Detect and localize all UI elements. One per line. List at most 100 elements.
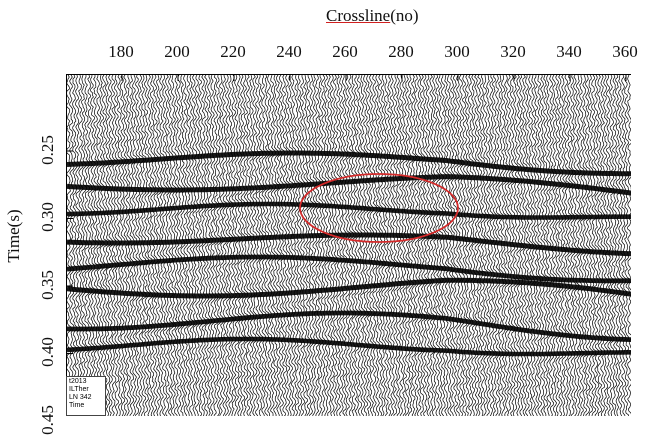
wiggle-trace bbox=[339, 75, 345, 416]
wiggle-trace bbox=[225, 75, 231, 416]
wiggle-trace bbox=[420, 75, 426, 416]
wiggle-trace bbox=[141, 75, 147, 416]
wiggle-trace bbox=[354, 75, 361, 416]
wiggle-trace bbox=[462, 75, 468, 416]
x-tick-label: 240 bbox=[276, 42, 302, 61]
wiggle-trace bbox=[78, 75, 84, 416]
wiggle-trace bbox=[99, 75, 105, 416]
wiggle-trace bbox=[201, 75, 207, 416]
highlight-ellipse bbox=[299, 173, 459, 243]
wiggle-trace bbox=[453, 75, 460, 416]
wiggle-trace bbox=[333, 75, 339, 416]
wiggle-trace bbox=[165, 75, 171, 416]
wiggle-trace bbox=[345, 75, 351, 416]
trace-group bbox=[67, 75, 631, 416]
wiggle-trace bbox=[273, 75, 279, 416]
wiggle-trace bbox=[492, 75, 498, 416]
wiggle-trace bbox=[126, 75, 132, 416]
wiggle-trace bbox=[342, 75, 348, 416]
wiggle-trace bbox=[444, 75, 450, 416]
wiggle-trace bbox=[210, 75, 216, 416]
wiggle-trace bbox=[477, 75, 484, 416]
wiggle-trace bbox=[609, 75, 615, 416]
wiggle-trace bbox=[465, 75, 471, 416]
wiggle-trace bbox=[627, 75, 631, 415]
wiggle-trace bbox=[309, 75, 315, 416]
wiggle-trace bbox=[279, 75, 285, 416]
wiggle-trace bbox=[447, 75, 453, 416]
wiggle-trace bbox=[459, 75, 465, 416]
wiggle-trace bbox=[189, 75, 195, 416]
wiggle-trace bbox=[402, 75, 408, 416]
x-tick-label: 340 bbox=[556, 42, 582, 61]
wiggle-trace bbox=[291, 75, 297, 416]
wiggle-trace bbox=[237, 75, 243, 416]
wiggle-trace bbox=[171, 75, 177, 416]
y-tick-label: 0.40 bbox=[38, 337, 57, 367]
wiggle-trace bbox=[216, 75, 222, 416]
wiggle-trace bbox=[438, 75, 444, 416]
info-line: t2013 bbox=[69, 378, 87, 385]
wiggle-trace bbox=[162, 75, 168, 416]
wiggle-trace bbox=[282, 75, 288, 416]
x-axis-title-main: Crossline bbox=[326, 6, 391, 25]
wiggle-trace bbox=[327, 75, 333, 416]
wiggle-trace bbox=[417, 75, 423, 416]
wiggle-trace bbox=[429, 75, 435, 416]
wiggle-trace bbox=[186, 75, 192, 416]
wiggle-trace bbox=[435, 75, 442, 416]
wiggle-trace bbox=[72, 75, 78, 416]
wiggle-trace bbox=[399, 75, 405, 416]
wiggle-trace bbox=[486, 75, 492, 416]
wiggle-trace bbox=[219, 75, 225, 416]
info-label-box: t2013 ILTher LN 342 Time bbox=[66, 376, 106, 416]
wiggle-trace bbox=[564, 75, 571, 416]
y-axis-title: Time(s) bbox=[4, 209, 23, 263]
reflector-band bbox=[67, 201, 631, 220]
reflector-band bbox=[67, 232, 631, 257]
wiggle-trace bbox=[330, 75, 336, 416]
wiggle-trace bbox=[432, 75, 438, 416]
wiggle-trace bbox=[441, 75, 447, 416]
wiggle-trace bbox=[573, 75, 580, 416]
info-line: ILTher bbox=[69, 386, 89, 393]
wiggle-trace bbox=[558, 75, 564, 416]
wiggle-trace bbox=[243, 75, 249, 416]
wiggle-trace bbox=[159, 75, 165, 416]
wiggle-trace bbox=[105, 75, 112, 416]
wiggle-trace bbox=[423, 75, 429, 416]
x-tick-label: 180 bbox=[108, 42, 134, 61]
reflector-band bbox=[67, 336, 631, 357]
reflector-band bbox=[67, 174, 631, 196]
wiggle-trace bbox=[495, 75, 502, 416]
wiggle-trace bbox=[600, 75, 606, 416]
seismic-wiggle-traces bbox=[67, 75, 631, 416]
wiggle-trace bbox=[255, 75, 261, 416]
wiggle-trace bbox=[561, 75, 568, 416]
wiggle-trace bbox=[102, 75, 108, 416]
wiggle-trace bbox=[585, 75, 592, 416]
wiggle-trace bbox=[468, 75, 475, 416]
wiggle-trace bbox=[372, 75, 378, 416]
wiggle-trace bbox=[570, 75, 577, 416]
wiggle-trace bbox=[258, 75, 264, 416]
wiggle-trace bbox=[582, 75, 589, 416]
wiggle-trace bbox=[240, 75, 246, 416]
wiggle-trace bbox=[276, 75, 283, 416]
x-axis-title: Crossline(no) bbox=[326, 6, 419, 26]
wiggle-trace bbox=[150, 75, 157, 416]
wiggle-trace bbox=[252, 75, 258, 416]
wiggle-trace bbox=[231, 75, 238, 416]
seismic-section-figure: Crossline(no) Time(s) 180 200 220 240 26… bbox=[4, 6, 638, 435]
x-tick-label: 280 bbox=[388, 42, 414, 61]
wiggle-trace bbox=[288, 75, 294, 416]
wiggle-trace bbox=[228, 75, 235, 416]
wiggle-trace bbox=[306, 75, 312, 416]
wiggle-trace bbox=[483, 75, 490, 416]
y-tick-label: 0.35 bbox=[38, 270, 57, 300]
wiggle-trace bbox=[69, 75, 75, 416]
wiggle-trace bbox=[195, 75, 201, 416]
wiggle-trace bbox=[489, 75, 495, 416]
wiggle-trace bbox=[234, 75, 240, 416]
wiggle-trace bbox=[207, 75, 213, 416]
